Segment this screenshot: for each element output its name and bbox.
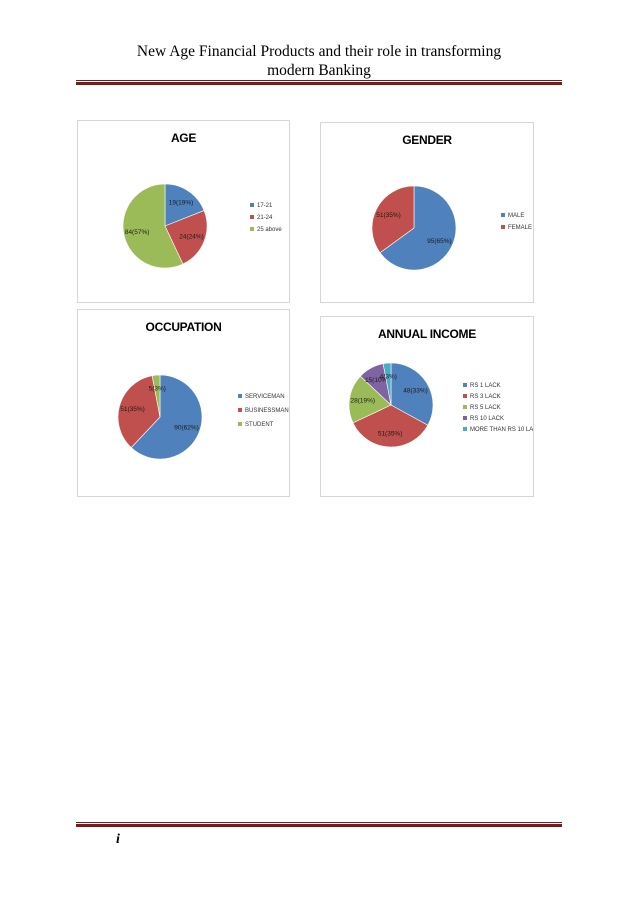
occupation-chart: OCCUPATION 90(62%) 51(35%) 5(3%) SERVICEMAN B… — [77, 309, 290, 497]
legend-swatch — [463, 427, 467, 431]
legend-entry: 17-21 — [257, 203, 273, 209]
pie-slice — [130, 374, 203, 460]
slice-data-label: 24(24%) — [179, 234, 204, 241]
slice-data-label: 90(62%) — [174, 425, 199, 432]
pie-slice — [348, 375, 392, 424]
legend-swatch — [463, 383, 467, 387]
pie-slice — [390, 362, 434, 426]
chart-title: AGE — [170, 131, 197, 145]
slice-data-label: 5(3%) — [149, 386, 166, 393]
chart-title: GENDER — [402, 133, 452, 147]
pie-chart-svg: 95(65%) 51(35%) MALE FEMALE — [371, 185, 532, 271]
pie-chart-svg: 19(19%) 24(24%) 84(57%) 17-21 21-24 25 above — [122, 183, 282, 269]
header-title-line-2: modern Banking — [267, 62, 371, 79]
legend-entry: 21-24 — [257, 215, 273, 221]
pie-slice — [164, 210, 208, 265]
slice-data-label: 51(35%) — [120, 406, 145, 413]
slice-data-label: 48(33%) — [403, 387, 428, 394]
annual-income-chart: ANNUAL INCOME 48(33%) 51(35%) 28(19%) 15(10%… — [320, 316, 534, 497]
pie-chart-svg: 90(62%) 51(35%) 5(3%) SERVICEMAN BUSINESSMAN… — [117, 374, 289, 460]
page-header-title: New Age Financial Products and their rol… — [60, 42, 578, 80]
header-rule — [76, 80, 562, 85]
legend-entry: MORE THAN RS 10 LACK — [470, 427, 533, 433]
legend-entry: SERVICEMAN — [245, 394, 285, 400]
legend-swatch — [463, 394, 467, 398]
legend-swatch — [238, 394, 242, 398]
pie-slice — [122, 183, 184, 269]
legend-swatch — [501, 225, 505, 229]
legend-swatch — [250, 215, 254, 219]
footer-rule — [76, 822, 562, 827]
slice-data-label: 19(19%) — [169, 199, 194, 206]
slice-data-label: 95(65%) — [427, 238, 452, 245]
legend-swatch — [250, 227, 254, 231]
gender-chart: GENDER 95(65%) 51(35%) MALE FEMALE — [320, 122, 534, 303]
page-number: i — [116, 832, 120, 847]
legend-entry: MALE — [508, 213, 524, 219]
legend-swatch — [463, 405, 467, 409]
slice-data-label: 51(35%) — [376, 212, 401, 219]
legend-entry: RS 5 LACK — [470, 405, 501, 411]
legend-entry: BUSINESSMAN — [245, 408, 289, 414]
chart-title: OCCUPATION — [145, 320, 222, 334]
pie-slice — [382, 362, 392, 406]
legend-swatch — [238, 408, 242, 412]
age-chart: AGE 19(19%) 24(24%) 84(57%) 17-21 21-24 25 abo… — [77, 120, 290, 303]
pie-slice — [117, 375, 161, 449]
slice-data-label: 4(3%) — [380, 374, 397, 381]
legend-swatch — [463, 416, 467, 420]
legend-entry: FEMALE — [508, 225, 532, 231]
legend-entry: 25 above — [257, 227, 282, 233]
header-title-line-1: New Age Financial Products and their rol… — [136, 43, 502, 60]
pie-slice — [151, 374, 161, 418]
pie-slice — [352, 404, 429, 448]
pie-slice — [379, 185, 457, 271]
legend-swatch — [250, 203, 254, 207]
legend-entry: STUDENT — [245, 422, 274, 428]
legend-swatch — [238, 422, 242, 426]
pie-slice — [371, 185, 415, 254]
legend-swatch — [501, 213, 505, 217]
slice-data-label: 51(35%) — [378, 431, 403, 438]
slice-data-label: 28(19%) — [351, 398, 376, 405]
legend-entry: RS 1 LACK — [470, 383, 501, 389]
slice-data-label: 15(10%) — [365, 377, 390, 384]
slice-data-label: 84(57%) — [125, 229, 150, 236]
legend-entry: RS 3 LACK — [470, 394, 501, 400]
legend-entry: RS 10 LACK — [470, 416, 504, 422]
chart-title: ANNUAL INCOME — [378, 327, 476, 341]
pie-chart-svg: 48(33%) 51(35%) 28(19%) 15(10%)4(3%) RS 1 LA… — [348, 362, 533, 448]
pie-slice — [164, 183, 205, 227]
